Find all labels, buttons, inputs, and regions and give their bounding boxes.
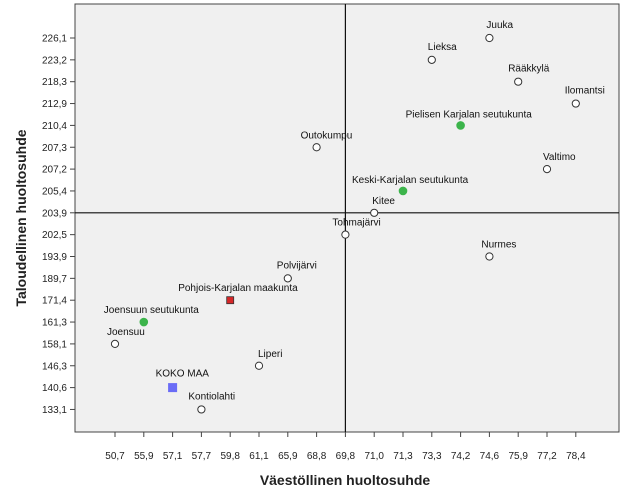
point-label: Outokumpu bbox=[301, 130, 353, 141]
point-marker-open-circle bbox=[542, 165, 552, 174]
point-label: Rääkkylä bbox=[508, 64, 550, 75]
data-point: Polvijärvi bbox=[277, 260, 317, 283]
x-tick-label: 50,7 bbox=[105, 451, 125, 462]
data-point: Liperi bbox=[254, 349, 282, 370]
x-tick-label: 55,9 bbox=[134, 451, 154, 462]
point-marker-open-circle bbox=[427, 55, 436, 64]
x-axis-label: Väestöllinen huoltosuhde bbox=[260, 472, 431, 488]
point-marker-open-circle bbox=[514, 77, 523, 86]
point-marker-open-circle bbox=[485, 33, 494, 43]
y-tick-label: 140,6 bbox=[42, 383, 67, 394]
data-point: Valtimo bbox=[542, 152, 576, 174]
point-marker-green-dot bbox=[398, 186, 408, 196]
point-label: Pielisen Karjalan seutukunta bbox=[406, 109, 533, 120]
point-marker-open-circle bbox=[283, 274, 292, 283]
point-label: KOKO MAA bbox=[156, 369, 210, 380]
data-point: Juuka bbox=[485, 20, 514, 43]
point-marker-open-circle bbox=[485, 252, 494, 261]
point-marker-open-circle bbox=[110, 339, 120, 348]
point-label: Nurmes bbox=[481, 240, 516, 251]
data-points: Juuka Lieksa Rääkkylä Ilomantsi Pielisen Kar… bbox=[104, 20, 605, 414]
point-label: Joensuu bbox=[107, 327, 145, 338]
data-point: Ilomantsi bbox=[565, 86, 605, 108]
point-label: Lieksa bbox=[428, 42, 457, 53]
x-tick-label: 73,3 bbox=[422, 451, 442, 462]
y-tick-label: 207,3 bbox=[42, 143, 67, 154]
x-tick-label: 78,4 bbox=[566, 451, 586, 462]
point-marker-open-circle bbox=[370, 208, 379, 217]
data-point: Tohmajärvi bbox=[332, 218, 381, 239]
point-marker-red-square bbox=[226, 296, 235, 305]
point-label: Keski-Karjalan seutukunta bbox=[352, 175, 469, 186]
x-tick-label: 68,8 bbox=[307, 451, 327, 462]
y-tick-label: 218,3 bbox=[42, 77, 67, 88]
point-label: Kitee bbox=[372, 196, 395, 207]
plot-area bbox=[74, 3, 620, 433]
point-label: Valtimo bbox=[543, 152, 576, 163]
point-label: Ilomantsi bbox=[565, 86, 605, 97]
data-point: Rääkkylä bbox=[508, 64, 550, 86]
data-point: Pohjois-Karjalan maakunta bbox=[178, 283, 298, 305]
data-point: Kontiolahti bbox=[188, 391, 235, 414]
point-label: Juuka bbox=[486, 20, 513, 31]
x-tick-label: 57,7 bbox=[192, 451, 212, 462]
data-point: Kitee bbox=[370, 196, 395, 217]
data-point: Outokumpu bbox=[301, 130, 353, 152]
data-point: Lieksa bbox=[427, 42, 457, 64]
point-label: Liperi bbox=[258, 349, 282, 360]
data-point: Joensuun seutukunta bbox=[104, 305, 200, 327]
y-tick-label: 133,1 bbox=[42, 405, 67, 416]
point-label: Joensuun seutukunta bbox=[104, 305, 200, 316]
x-tick-label: 59,8 bbox=[220, 451, 240, 462]
x-tick-label: 75,9 bbox=[508, 451, 528, 462]
data-point: Nurmes bbox=[481, 240, 516, 261]
point-marker-open-circle bbox=[571, 99, 580, 108]
point-marker-green-dot bbox=[456, 121, 465, 130]
point-label: Pohjois-Karjalan maakunta bbox=[178, 283, 298, 294]
y-tick-label: 193,9 bbox=[42, 252, 67, 263]
y-tick-label: 226,1 bbox=[42, 34, 67, 45]
data-point: Pielisen Karjalan seutukunta bbox=[406, 109, 533, 130]
x-tick-label: 61,1 bbox=[249, 451, 269, 462]
x-tick-label: 69,8 bbox=[336, 451, 356, 462]
y-tick-label: 146,3 bbox=[42, 361, 67, 372]
x-tick-label: 77,2 bbox=[537, 451, 557, 462]
point-marker-open-circle bbox=[341, 230, 350, 239]
x-tick-label: 65,9 bbox=[278, 451, 298, 462]
y-axis-ticks: 226,1 223,2 218,3 212,9 210,4 207,3 207,2 205,4… bbox=[42, 34, 75, 416]
y-tick-label: 210,4 bbox=[42, 121, 67, 132]
x-axis-ticks: 50,7 55,9 57,1 57,7 59,8 61,1 65,9 68,8 69,8 71,0… bbox=[105, 432, 586, 462]
point-marker-open-circle bbox=[312, 143, 321, 152]
y-tick-label: 205,4 bbox=[42, 186, 67, 197]
x-tick-label: 71,3 bbox=[393, 451, 413, 462]
x-tick-label: 74,2 bbox=[451, 451, 471, 462]
point-label: Polvijärvi bbox=[277, 260, 317, 271]
data-point: KOKO MAA bbox=[156, 369, 210, 393]
data-point: Keski-Karjalan seutukunta bbox=[352, 175, 469, 196]
y-axis-label: Taloudellinen huoltosuhde bbox=[13, 129, 29, 306]
x-tick-label: 57,1 bbox=[163, 451, 183, 462]
data-point: Joensuu bbox=[107, 327, 145, 348]
y-tick-label: 171,4 bbox=[42, 296, 67, 307]
x-tick-label: 74,6 bbox=[480, 451, 500, 462]
point-marker-green-dot bbox=[139, 317, 149, 327]
y-tick-label: 202,5 bbox=[42, 230, 67, 241]
y-tick-label: 158,1 bbox=[42, 339, 67, 350]
y-tick-label: 203,9 bbox=[42, 208, 67, 219]
point-marker-blue-square bbox=[168, 383, 178, 393]
point-marker-open-circle bbox=[197, 405, 206, 414]
y-tick-label: 207,2 bbox=[42, 165, 67, 176]
x-tick-label: 71,0 bbox=[364, 451, 384, 462]
y-tick-label: 212,9 bbox=[42, 99, 67, 110]
point-label: Tohmajärvi bbox=[332, 218, 380, 229]
point-label: Kontiolahti bbox=[188, 391, 235, 402]
point-marker-open-circle bbox=[254, 361, 264, 370]
y-tick-label: 161,3 bbox=[42, 318, 67, 329]
y-tick-label: 223,2 bbox=[42, 55, 67, 66]
y-tick-label: 189,7 bbox=[42, 274, 67, 285]
